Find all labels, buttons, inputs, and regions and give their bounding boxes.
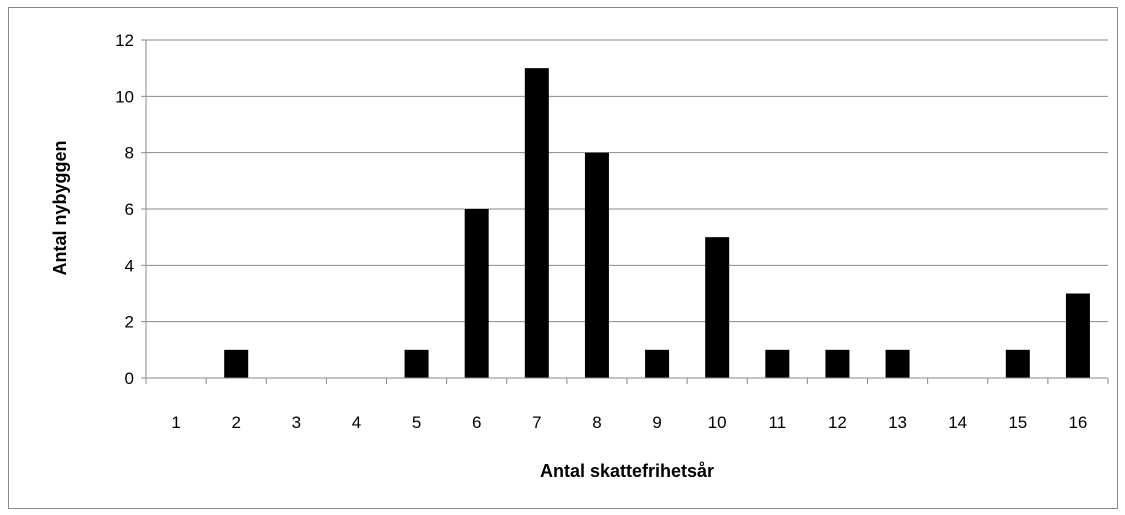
bar-2 <box>224 349 249 378</box>
y-tick-labels: 0 2 4 6 8 10 12 <box>115 31 134 388</box>
x-tick-label: 15 <box>1008 413 1027 432</box>
axes <box>141 39 1109 384</box>
chart-frame <box>8 7 1118 509</box>
bar-13 <box>885 349 910 378</box>
bar-7 <box>524 68 549 379</box>
x-tick-label: 2 <box>231 413 240 432</box>
x-tick-label: 3 <box>292 413 301 432</box>
x-tick-label: 8 <box>592 413 601 432</box>
gridlines <box>146 39 1108 323</box>
x-tick-label: 11 <box>768 413 786 432</box>
y-tick-label: 8 <box>125 144 134 163</box>
x-tick-labels: 1 2 3 4 5 6 7 8 9 10 11 12 13 14 15 16 <box>171 413 1087 432</box>
bar-8 <box>584 152 609 378</box>
bar-12 <box>825 349 850 378</box>
x-tick-label: 9 <box>652 413 661 432</box>
y-tick-label: 10 <box>115 87 134 106</box>
x-tick-label: 13 <box>888 413 907 432</box>
x-tick-label: 6 <box>472 413 481 432</box>
bar-10 <box>705 237 730 378</box>
bar-9 <box>645 349 670 378</box>
x-axis-title: Antal skattefrihetsår <box>540 461 714 481</box>
y-tick-label: 4 <box>125 256 134 275</box>
y-tick-label: 2 <box>125 313 134 332</box>
x-tick-label: 4 <box>352 413 361 432</box>
bar-16 <box>1065 293 1090 378</box>
x-tick-label: 16 <box>1068 413 1087 432</box>
bar-6 <box>464 209 489 378</box>
x-tick-label: 12 <box>828 413 847 432</box>
bar-15 <box>1005 349 1030 378</box>
bar-5 <box>404 349 429 378</box>
bars <box>224 68 1090 379</box>
x-tick-label: 1 <box>171 413 180 432</box>
y-tick-label: 12 <box>115 31 134 50</box>
y-tick-label: 0 <box>125 369 134 388</box>
x-tick-label: 7 <box>532 413 541 432</box>
x-tick-label: 5 <box>412 413 421 432</box>
x-tick-label: 10 <box>708 413 727 432</box>
y-axis-title: Antal nybyggen <box>50 140 70 275</box>
x-tick-label: 14 <box>948 413 967 432</box>
bar-11 <box>765 349 790 378</box>
y-tick-label: 6 <box>125 200 134 219</box>
